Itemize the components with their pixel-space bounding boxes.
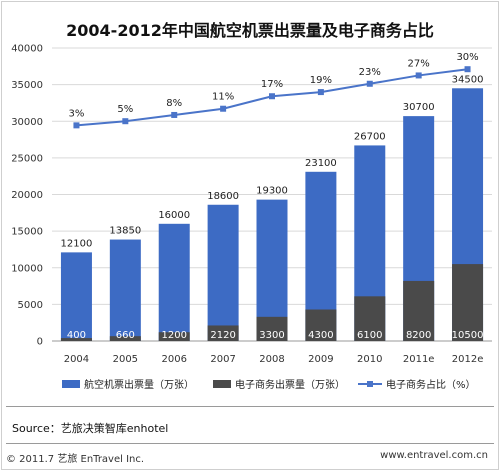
chart-area: 0 5000 10000 15000 20000 25000 30000 35000 40000… (11, 44, 492, 391)
legend-label-ecommerce: 电子商务出票量（万张） (235, 378, 345, 391)
bar-ecommerce-label: 4300 (308, 330, 333, 341)
y-tick-label: 15000 (11, 227, 43, 238)
footer-divider-top (6, 406, 494, 407)
bar-total-label: 34500 (452, 74, 484, 85)
y-tick-label: 10000 (11, 263, 43, 274)
share-marker (122, 118, 129, 125)
y-tick-label: 30000 (11, 117, 43, 128)
source-note: Source：艺旅决策智库enhotel (12, 422, 169, 435)
y-tick-label: 0 (37, 337, 43, 348)
bar-total-label: 16000 (158, 210, 190, 221)
y-tick-label: 35000 (11, 80, 43, 91)
share-marker (220, 105, 227, 112)
footer-divider-bottom (6, 443, 494, 444)
legend-label-share: 电子商务占比（%） (386, 378, 476, 391)
share-label: 23% (359, 67, 381, 78)
bar-total-label: 23100 (305, 158, 337, 169)
share-label: 19% (310, 75, 332, 86)
share-label: 30% (456, 52, 478, 63)
share-marker (73, 122, 80, 129)
share-marker (317, 89, 324, 96)
bar-total-label: 12100 (61, 238, 93, 249)
bar-ecommerce-label: 8200 (406, 330, 431, 341)
bar-ecommerce-label: 1200 (161, 330, 186, 341)
bar-total-label: 26700 (354, 131, 386, 142)
x-tick-label: 2012e (452, 354, 484, 365)
share-label: 17% (261, 79, 283, 90)
chart-title: 2004-2012年中国航空机票出票量及电子商务占比 (66, 21, 434, 40)
legend-swatch-total (62, 380, 80, 388)
bar-total-label: 30700 (403, 102, 435, 113)
copyright-text: © 2011.7 艺旅 EnTravel Inc. (6, 454, 145, 465)
bar-total (60, 252, 92, 341)
x-tick-label: 2010 (357, 354, 382, 365)
x-tick-label: 2005 (113, 354, 138, 365)
share-marker (366, 80, 373, 87)
bar-ecommerce-label: 3300 (259, 330, 284, 341)
x-tick-label: 2007 (210, 354, 235, 365)
share-label: 5% (117, 104, 133, 115)
bar-ecommerce (109, 336, 141, 341)
share-marker (464, 66, 471, 73)
share-label: 11% (212, 92, 234, 103)
bar-total-label: 19300 (256, 186, 288, 197)
legend-marker-share (367, 381, 373, 387)
bar-total (158, 223, 190, 341)
bar-ecommerce (354, 296, 386, 341)
x-tick-label: 2006 (161, 354, 186, 365)
y-tick-label: 5000 (18, 300, 43, 311)
share-marker (171, 111, 178, 118)
y-tick-label: 20000 (11, 190, 43, 201)
y-tick-label: 40000 (11, 44, 43, 55)
bar-ecommerce (452, 264, 484, 341)
x-tick-label: 2008 (259, 354, 284, 365)
bar-ecommerce-label: 660 (116, 330, 135, 341)
legend-label-total: 航空机票出票量（万张） (84, 378, 194, 391)
share-label: 8% (166, 98, 182, 109)
share-marker (415, 72, 422, 79)
bar-ecommerce-label: 2120 (210, 330, 235, 341)
bar-total-label: 13850 (109, 226, 141, 237)
site-url: www.entravel.com.cn (380, 450, 488, 461)
x-tick-label: 2011e (403, 354, 435, 365)
share-marker (269, 93, 275, 100)
bar-ecommerce-label: 6100 (357, 330, 382, 341)
x-tick-label: 2004 (64, 354, 89, 365)
bar-ecommerce (158, 332, 190, 341)
bar-total (109, 239, 141, 341)
bar-ecommerce (207, 325, 239, 341)
bar-ecommerce-label: 10500 (452, 330, 484, 341)
bar-ecommerce-label: 400 (67, 330, 86, 341)
bar-total-label: 18600 (207, 191, 239, 202)
bar-ecommerce (305, 309, 337, 341)
y-tick-label: 25000 (11, 153, 43, 164)
x-tick-label: 2009 (308, 354, 333, 365)
share-label: 3% (69, 108, 85, 119)
bar-ecommerce (256, 316, 288, 341)
bar-total (207, 204, 239, 341)
legend-swatch-ecommerce (213, 380, 231, 388)
share-label: 27% (408, 58, 430, 69)
bar-ecommerce (60, 338, 92, 341)
bar-ecommerce (403, 280, 435, 341)
